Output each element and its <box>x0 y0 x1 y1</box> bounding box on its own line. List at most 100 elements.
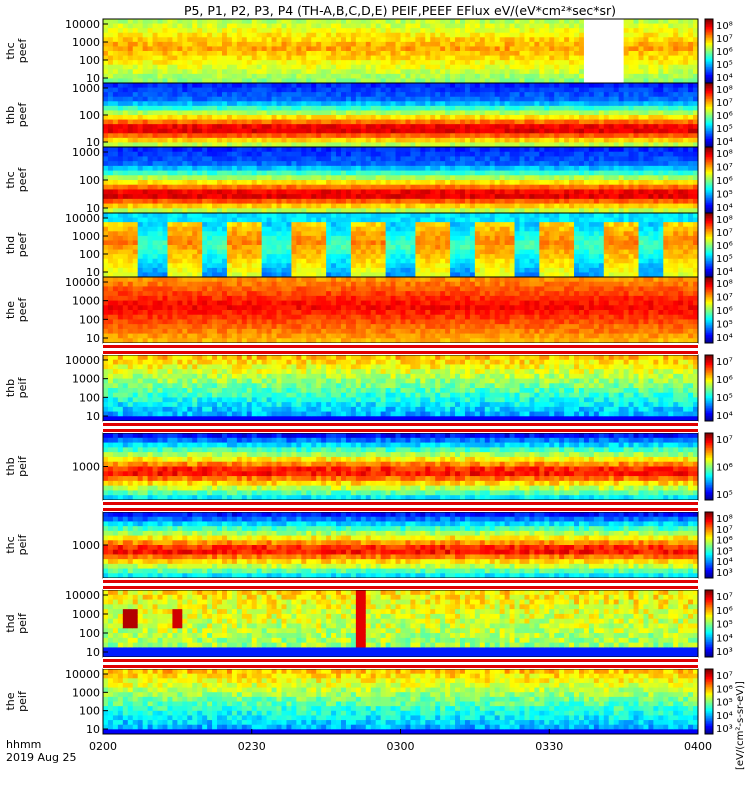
heatmap-cell <box>455 101 461 107</box>
heatmap-cell <box>187 184 193 190</box>
heatmap-cell <box>231 32 238 38</box>
heatmap-cell <box>420 147 426 153</box>
heatmap-cell <box>311 51 317 57</box>
heatmap-cell <box>494 142 501 148</box>
heatmap-cell <box>306 151 312 157</box>
heatmap-cell <box>286 180 292 186</box>
heatmap-cell <box>445 170 451 176</box>
heatmap-cell <box>172 23 178 29</box>
heatmap-cell <box>410 194 416 200</box>
heatmap-cell <box>663 60 669 66</box>
heatmap-cell <box>519 208 525 214</box>
heatmap-cell <box>296 23 302 29</box>
heatmap-cell <box>638 69 644 75</box>
heatmap-cell <box>618 147 625 153</box>
heatmap-cell <box>207 203 213 209</box>
heatmap-cell <box>147 208 154 214</box>
heatmap-cell <box>390 101 397 107</box>
heatmap-cell <box>494 115 501 121</box>
heatmap-cell <box>593 208 600 214</box>
heatmap-cell <box>217 78 223 84</box>
heatmap-cell <box>350 64 357 70</box>
heatmap-cell <box>400 37 406 43</box>
heatmap-cell <box>350 32 357 38</box>
heatmap-cell <box>549 96 555 102</box>
heatmap-cell <box>628 110 635 116</box>
heatmap-cell <box>127 110 134 116</box>
heatmap-cell <box>167 51 173 57</box>
heatmap-cell <box>197 142 203 148</box>
heatmap-cell <box>345 69 352 75</box>
heatmap-cell <box>256 55 263 61</box>
heatmap-cell <box>395 37 401 43</box>
heatmap-cell <box>177 175 183 181</box>
heatmap-cell <box>683 64 689 70</box>
heatmap-cell <box>306 147 312 153</box>
heatmap-cell <box>544 105 550 111</box>
heatmap-cell <box>663 105 669 111</box>
colorbar-segment <box>705 102 713 105</box>
heatmap-cell <box>316 87 322 93</box>
heatmap-cell <box>192 115 198 121</box>
heatmap-cell <box>613 137 620 143</box>
heatmap-cell <box>311 28 317 34</box>
heatmap-cell <box>479 203 486 209</box>
heatmap-cell <box>415 151 421 157</box>
heatmap-cell <box>271 92 278 98</box>
heatmap-cell <box>479 128 486 134</box>
heatmap-cell <box>688 105 694 111</box>
heatmap-cell <box>678 83 684 89</box>
heatmap-cell <box>529 194 535 200</box>
heatmap-cell <box>445 28 451 34</box>
heatmap-cell <box>345 23 352 29</box>
heatmap-cell <box>638 147 644 153</box>
heatmap-cell <box>574 60 580 66</box>
heatmap-cell <box>157 203 163 209</box>
heatmap-cell <box>246 115 253 121</box>
heatmap-cell <box>579 151 585 157</box>
heatmap-cell <box>271 83 278 89</box>
heatmap-cell <box>217 142 223 148</box>
heatmap-cell <box>618 119 625 125</box>
heatmap-cell <box>569 105 575 111</box>
heatmap-cell <box>633 161 639 167</box>
heatmap-cell <box>217 137 223 143</box>
heatmap-cell <box>217 189 223 195</box>
heatmap-cell <box>316 175 322 181</box>
heatmap-cell <box>653 19 659 25</box>
heatmap-cell <box>455 175 461 181</box>
heatmap-cell <box>103 32 109 38</box>
heatmap-cell <box>633 110 639 116</box>
heatmap-cell <box>331 184 337 190</box>
heatmap-cell <box>162 208 168 214</box>
heatmap-cell <box>539 105 545 111</box>
heatmap-cell <box>231 92 238 98</box>
heatmap-cell <box>440 119 446 125</box>
heatmap-cell <box>286 142 292 148</box>
heatmap-cell <box>405 165 411 172</box>
heatmap-cell <box>474 19 481 25</box>
heatmap-cell <box>157 78 163 84</box>
heatmap-cell <box>296 142 302 148</box>
heatmap-cell <box>177 32 183 38</box>
heatmap-cell <box>395 87 401 93</box>
heatmap-cell <box>569 128 575 134</box>
heatmap-cell <box>222 83 228 89</box>
heatmap-cell <box>549 110 555 116</box>
heatmap-cell <box>370 184 377 190</box>
heatmap-cell <box>633 37 639 43</box>
heatmap-cell <box>579 165 585 172</box>
heatmap-cell <box>440 156 446 162</box>
heatmap-cell <box>693 55 699 61</box>
heatmap-cell <box>251 55 258 61</box>
heatmap-cell <box>534 198 540 205</box>
heatmap-cell <box>172 92 178 98</box>
heatmap-cell <box>445 23 451 29</box>
heatmap-cell <box>554 156 560 162</box>
heatmap-cell <box>464 78 471 84</box>
heatmap-cell <box>613 128 620 134</box>
heatmap-cell <box>549 101 555 107</box>
heatmap-cell <box>187 151 193 157</box>
heatmap-cell <box>271 170 278 176</box>
heatmap-cell <box>142 198 149 205</box>
